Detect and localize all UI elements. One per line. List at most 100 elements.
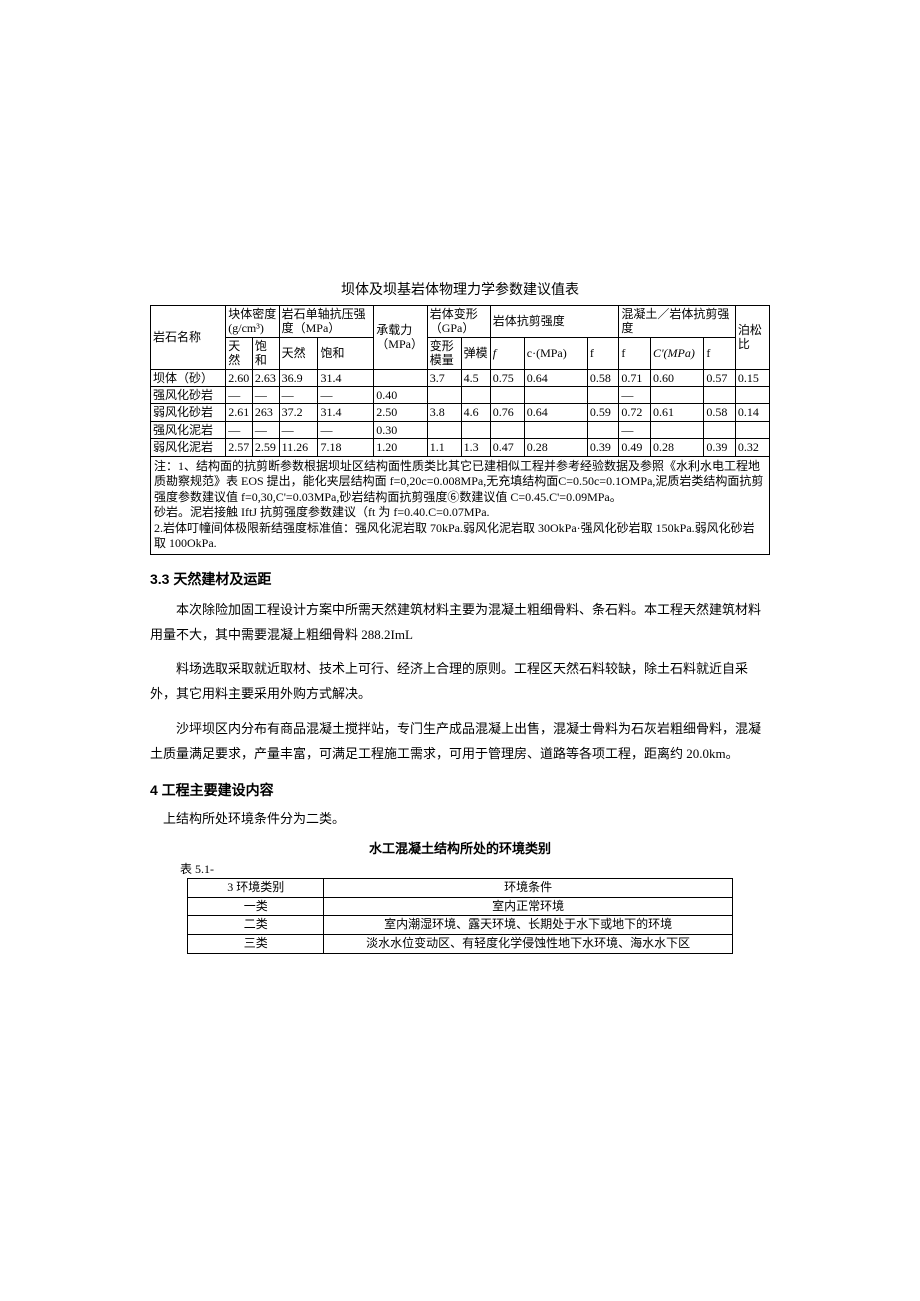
table-cell: 1.20 [374,439,427,456]
table-cell: 0.28 [650,439,703,456]
section-33-p1: 本次除险加固工程设计方案中所需天然建筑材料主要为混凝土粗细骨料、条石料。本工程天… [150,598,770,647]
table-cell [461,421,490,438]
table-cell [461,386,490,403]
table-cell [735,421,769,438]
table-cell: — [226,421,253,438]
table-cell: 强风化砂岩 [151,386,226,403]
table-cell [650,421,703,438]
table-cell: 强风化泥岩 [151,421,226,438]
table-cell [374,369,427,386]
env-val: 室内潮湿环境、露天环境、长期处于水下或地下的环境 [324,916,732,935]
params-table: 岩石名称 块体密度(g/cm³) 岩石单轴抗压强度（MPa） 承载力（MPa） … [150,305,770,457]
table-cell: 0.75 [490,369,524,386]
table-cell [427,421,461,438]
th-nat2: 天然 [279,337,318,369]
env-header-left: 3 环境类别 [188,879,324,898]
table-cell: 0.64 [524,404,587,421]
table-cell: — [252,386,279,403]
table-cell: 2.61 [226,404,253,421]
th-rockname: 岩石名称 [151,306,226,370]
table-cell: 37.2 [279,404,318,421]
th-fp3: f [704,337,736,369]
table-cell: 3.8 [427,404,461,421]
table-cell: — [619,386,651,403]
table-cell: 31.4 [318,369,374,386]
table-cell: — [252,421,279,438]
table-cell: 弱风化砂岩 [151,404,226,421]
table-cell: 1.3 [461,439,490,456]
table-cell: 4.5 [461,369,490,386]
th-c: c·(MPa) [524,337,587,369]
th-f: f [490,337,524,369]
table-cell: — [318,386,374,403]
table-cell: 0.15 [735,369,769,386]
table-cell: 0.76 [490,404,524,421]
table-cell [490,386,524,403]
th-dm: 变形模量 [427,337,461,369]
th-poisson: 泊松比 [735,306,769,370]
th-nat1: 天然 [226,337,253,369]
th-em: 弹模 [461,337,490,369]
table-cell: 坝体（砂） [151,369,226,386]
table-cell: 0.39 [587,439,619,456]
table-cell: — [318,421,374,438]
table-cell: 7.18 [318,439,374,456]
th-shear1: 岩体抗剪强度 [490,306,619,338]
table-cell [704,386,736,403]
th-sat2: 饱和 [318,337,374,369]
table-cell: 31.4 [318,404,374,421]
table-cell: 0.28 [524,439,587,456]
env-table: 3 环境类别 环境条件 一类室内正常环境二类室内潮湿环境、露天环境、长期处于水下… [187,878,733,953]
table-cell [650,386,703,403]
table-cell: 0.47 [490,439,524,456]
table-cell: 0.30 [374,421,427,438]
env-val: 淡水水位变动区、有轻度化学侵蚀性地下水环境、海水水下区 [324,934,732,953]
table-cell: 1.1 [427,439,461,456]
table-cell [427,386,461,403]
env-header-right: 环境条件 [324,879,732,898]
table-cell: 2.60 [226,369,253,386]
th-fp2: f [619,337,651,369]
table-cell [524,386,587,403]
env-key: 三类 [188,934,324,953]
table-cell: — [279,386,318,403]
th-cp: C'(MPa) [650,337,703,369]
table1-note: 注：1、结构面的抗剪断参数根据坝址区结构面性质类比其它已建相似工程并参考经验数据… [150,457,770,556]
section-4-title: 4 工程主要建设内容 [150,780,770,801]
table-cell [490,421,524,438]
th-sat1: 饱和 [252,337,279,369]
th-density: 块体密度(g/cm³) [226,306,279,338]
table-cell [587,421,619,438]
table-cell [735,386,769,403]
th-shear2: 混凝土／岩体抗剪强度 [619,306,735,338]
table-cell: — [279,421,318,438]
section-4-p1: 上结构所处环境条件分为二类。 [150,809,770,829]
table-cell: 4.6 [461,404,490,421]
table-cell: 2.50 [374,404,427,421]
table-cell: 0.40 [374,386,427,403]
table-cell: 3.7 [427,369,461,386]
env-key: 一类 [188,897,324,916]
th-fp: f [587,337,619,369]
table-cell [587,386,619,403]
table-cell: 0.60 [650,369,703,386]
table-cell: 0.14 [735,404,769,421]
table-cell: 0.32 [735,439,769,456]
table2-label: 表 5.1- [180,860,770,878]
table-cell: 0.71 [619,369,651,386]
env-val: 室内正常环境 [324,897,732,916]
table-cell: 0.59 [587,404,619,421]
table-cell [704,421,736,438]
table-cell: 11.26 [279,439,318,456]
table-cell: 0.49 [619,439,651,456]
table-cell: 36.9 [279,369,318,386]
table-cell: 2.57 [226,439,253,456]
table-cell [524,421,587,438]
table-cell: 0.39 [704,439,736,456]
table-cell: 2.59 [252,439,279,456]
th-deform: 岩体变形（GPa） [427,306,490,338]
table-cell: 0.72 [619,404,651,421]
env-key: 二类 [188,916,324,935]
table-cell: — [619,421,651,438]
table-cell: — [226,386,253,403]
